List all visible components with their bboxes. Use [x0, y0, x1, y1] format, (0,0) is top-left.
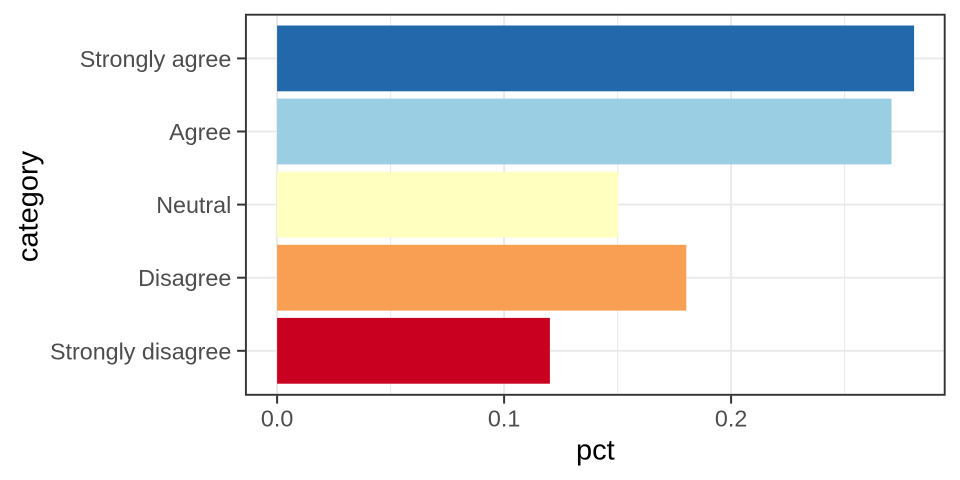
svg-text:Agree: Agree — [169, 119, 231, 145]
svg-text:Strongly agree: Strongly agree — [80, 46, 232, 72]
svg-text:category: category — [13, 150, 45, 262]
svg-text:0.2: 0.2 — [715, 406, 747, 432]
svg-text:Strongly disagree: Strongly disagree — [50, 338, 231, 364]
svg-text:pct: pct — [576, 434, 615, 466]
svg-text:0.0: 0.0 — [261, 406, 293, 432]
svg-text:Disagree: Disagree — [138, 265, 231, 291]
svg-text:Neutral: Neutral — [156, 192, 231, 218]
svg-text:0.1: 0.1 — [488, 406, 520, 432]
